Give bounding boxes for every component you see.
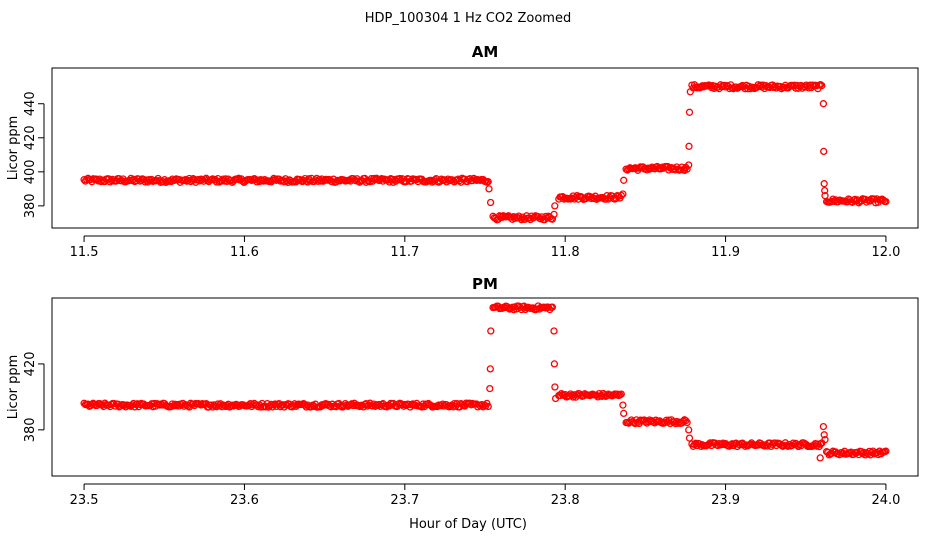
am-data-point: [641, 164, 650, 173]
am-panel: AM 11.5 11.6 11.7 11.8 11.9 12.0 380 400 420 440…: [6, 43, 919, 260]
am-x-tick-label: 11.8: [551, 245, 580, 260]
am-x-tick-label: 11.6: [230, 245, 259, 260]
pm-panel-title: PM: [472, 275, 498, 293]
pm-data-point: [170, 402, 178, 410]
am-data-point: [484, 178, 492, 186]
am-y-tick-label: 380: [23, 193, 38, 218]
pm-data-points: [80, 302, 890, 462]
pm-y-tick-label: 420: [23, 352, 38, 377]
pm-data-point: [882, 447, 890, 455]
pm-transition-point: [487, 327, 495, 335]
pm-data-point: [718, 440, 726, 449]
pm-x-tick-label: 23.9: [711, 493, 740, 508]
am-x-axis: 11.5 11.6 11.7 11.8 11.9 12.0: [70, 235, 900, 260]
pm-transition-point: [486, 384, 494, 393]
am-data-point: [882, 197, 890, 206]
pm-transition-point: [486, 365, 494, 373]
am-y-tick-label: 440: [23, 91, 38, 116]
pm-x-axis: 23.5 23.6 23.7 23.8 23.9 24.0: [70, 483, 900, 508]
pm-data-point: [257, 403, 265, 411]
am-transition-point: [820, 180, 828, 188]
am-transition-point: [551, 202, 559, 210]
pm-transition-point: [816, 454, 824, 462]
am-transition-point: [686, 88, 694, 96]
am-data-point: [249, 176, 257, 184]
am-data-point: [732, 83, 740, 91]
pm-transition-point: [620, 409, 628, 418]
am-y-tick-label: 420: [23, 125, 38, 150]
pm-data-point: [789, 439, 797, 447]
pm-plot-frame: [51, 297, 919, 477]
pm-transition-point: [685, 434, 694, 442]
pm-x-tick-label: 23.8: [551, 493, 580, 508]
am-transition-point: [821, 192, 829, 200]
am-transition-point: [685, 142, 693, 150]
am-data-point: [617, 191, 625, 200]
pm-data-point: [683, 418, 691, 427]
am-data-point: [107, 176, 116, 185]
pm-transition-point: [821, 436, 829, 444]
am-transition-point: [550, 210, 558, 219]
pm-transition-point: [551, 383, 559, 391]
pm-transition-point: [819, 422, 828, 431]
pm-transition-point: [550, 360, 559, 368]
am-data-point: [602, 195, 610, 203]
figure-title: HDP_100304 1 Hz CO2 Zoomed: [365, 11, 571, 26]
am-y-tick-label: 400: [23, 159, 38, 184]
am-transition-point: [619, 190, 627, 198]
x-axis-label: Hour of Day (UTC): [409, 517, 527, 532]
pm-y-axis-label: Licor ppm: [6, 355, 21, 420]
pm-transition-point: [820, 431, 828, 439]
pm-x-tick-label: 23.7: [390, 493, 419, 508]
pm-data-point: [484, 402, 492, 411]
am-transition-point: [685, 108, 694, 116]
am-x-tick-label: 11.7: [390, 245, 419, 260]
am-data-point: [658, 163, 667, 171]
am-transition-point: [685, 161, 693, 169]
am-data-point: [771, 82, 779, 90]
pm-transition-point: [619, 401, 627, 409]
pm-y-axis: 380 420: [23, 352, 45, 442]
pm-data-point: [548, 303, 557, 311]
am-transition-point: [620, 176, 628, 184]
am-data-point: [683, 165, 691, 173]
am-transition-point: [819, 100, 828, 108]
am-y-axis: 380 400 420 440: [23, 91, 45, 218]
pm-y-tick-label: 380: [23, 417, 38, 442]
pm-x-tick-label: 24.0: [871, 493, 900, 508]
pm-data-point: [617, 390, 625, 398]
am-data-point: [818, 81, 826, 90]
pm-data-point: [565, 392, 573, 400]
pm-data-point: [816, 440, 825, 448]
am-data-point: [548, 215, 557, 223]
pm-data-point: [682, 417, 690, 425]
pm-data-point: [644, 417, 652, 426]
am-transition-point: [485, 185, 493, 193]
pm-panel: PM 23.5 23.6 23.7 23.8 23.9 24.0 380 420 Licor…: [6, 275, 919, 508]
pm-transition-point: [685, 426, 693, 434]
pm-x-tick-label: 23.5: [70, 493, 99, 508]
am-x-tick-label: 11.5: [70, 245, 99, 260]
pm-data-point: [784, 442, 792, 450]
pm-data-point: [172, 402, 180, 410]
am-plot-frame: [51, 67, 919, 229]
am-transition-point: [486, 198, 495, 207]
am-y-axis-label: Licor ppm: [6, 116, 21, 181]
am-x-tick-label: 11.9: [711, 245, 740, 260]
pm-x-tick-label: 23.6: [230, 493, 259, 508]
am-panel-title: AM: [472, 43, 499, 61]
am-x-tick-label: 12.0: [871, 245, 900, 260]
am-transition-point: [821, 186, 829, 195]
am-data-points: [80, 81, 890, 224]
am-transition-point: [820, 147, 828, 156]
pm-transition-point: [550, 327, 558, 335]
am-data-point: [93, 175, 101, 184]
am-data-point: [513, 214, 522, 222]
pm-transition-point: [551, 394, 560, 403]
